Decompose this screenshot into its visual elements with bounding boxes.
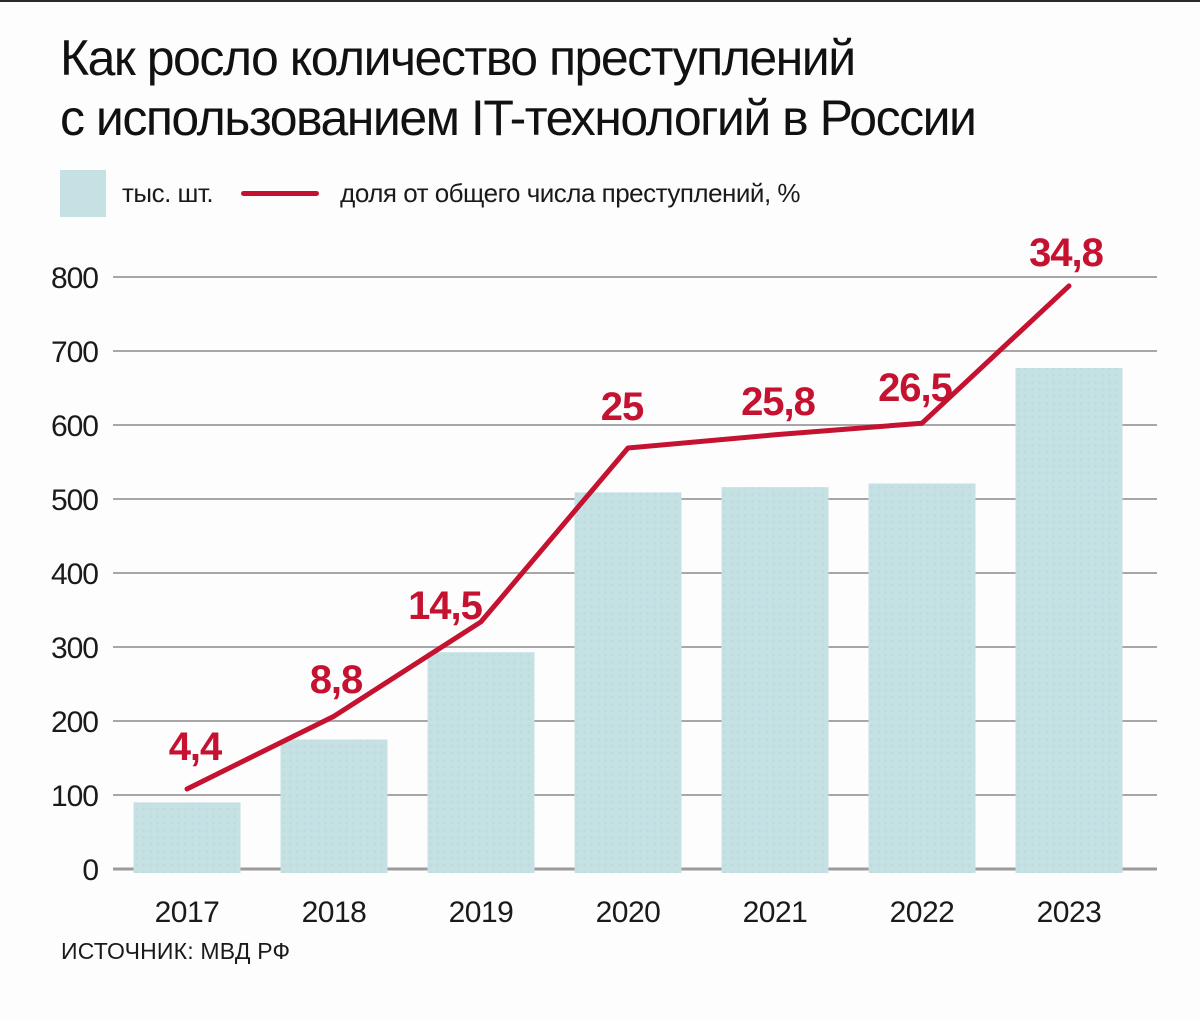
y-axis-label-800: 800 [51, 262, 98, 295]
chart-title: Как росло количество преступлений с испо… [60, 28, 977, 148]
y-axis-label-200: 200 [51, 706, 98, 739]
bar-2022 [868, 483, 976, 873]
y-axis-label-0: 0 [82, 854, 98, 887]
y-axis-label-100: 100 [51, 780, 98, 813]
line-value-2022: 26,5 [878, 366, 953, 410]
line-value-2023: 34,8 [1029, 232, 1104, 275]
x-axis-label-2023: 2023 [1037, 896, 1102, 929]
legend-line-swatch [241, 191, 320, 196]
line-value-2017: 4,4 [169, 725, 223, 769]
x-axis-label-2022: 2022 [890, 896, 955, 929]
x-axis-label-2019: 2019 [449, 896, 514, 929]
chart-title-line2: с использованием IT-технологий в России [60, 90, 977, 146]
chart: 0 100 200 300 400 500 600 700 800 4,4 8,8 14,5 25 25,… [51, 232, 1157, 929]
bar-2021 [721, 487, 829, 873]
line-value-2021: 25,8 [741, 380, 816, 424]
x-axis-label-2020: 2020 [596, 896, 661, 929]
chart-title-line1: Как росло количество преступлений [60, 30, 856, 86]
line-value-2018: 8,8 [310, 658, 363, 702]
line-value-2020: 25 [601, 385, 644, 429]
legend-line-label: доля от общего числа преступлений, % [340, 178, 801, 208]
x-axis-label-2017: 2017 [155, 896, 220, 929]
legend-bar-swatch [60, 170, 106, 217]
bar-2020 [574, 492, 682, 873]
y-axis-label-300: 300 [51, 632, 98, 665]
bar-2017 [133, 802, 241, 873]
bar-2023 [1015, 368, 1123, 873]
bar-2018 [280, 739, 388, 873]
y-axis-label-600: 600 [51, 410, 98, 443]
source-note: ИСТОЧНИК: МВД РФ [61, 938, 291, 964]
legend-bar-label: тыс. шт. [122, 178, 214, 208]
share-line [184, 283, 1072, 792]
legend: тыс. шт. доля от общего числа преступлен… [60, 170, 801, 217]
bar-2019 [427, 652, 535, 873]
x-axis-label-2018: 2018 [302, 896, 367, 929]
y-axis-label-400: 400 [51, 558, 98, 591]
y-axis-label-500: 500 [51, 484, 98, 517]
line-value-2019: 14,5 [408, 584, 483, 628]
x-axis-label-2021: 2021 [743, 896, 808, 929]
y-axis-label-700: 700 [51, 336, 98, 369]
